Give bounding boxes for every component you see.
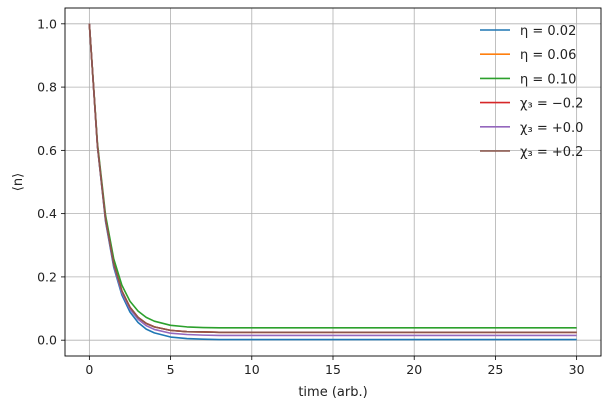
- axis-ticks: 0 5 10 15 20 25 30 0.0 0.2 0.4 0.6 0.8 1.0: [37, 16, 585, 377]
- y-tick-label: 0.6: [37, 143, 57, 158]
- y-tick-label: 1.0: [37, 16, 57, 31]
- legend-label-5: χ₃ = +0.2: [520, 145, 583, 160]
- x-tick-label: 15: [325, 362, 341, 377]
- x-tick-label: 10: [244, 362, 260, 377]
- y-tick-label: 0.0: [37, 333, 57, 348]
- series-line-5: [88, 23, 577, 334]
- y-axis-label: ⟨n⟩: [11, 173, 26, 191]
- x-tick-label: 25: [487, 362, 503, 377]
- legend-label-4: χ₃ = +0.0: [520, 121, 583, 136]
- x-tick-label: 20: [406, 362, 422, 377]
- series-line-2: [88, 23, 577, 329]
- y-tick-label: 0.2: [37, 269, 57, 284]
- series-lines: [88, 23, 577, 341]
- x-tick-label: 5: [167, 362, 175, 377]
- grid-lines: [65, 8, 601, 356]
- y-tick-label: 0.8: [37, 80, 57, 95]
- x-axis-label: time (arb.): [298, 385, 367, 400]
- x-tick-label: 0: [85, 362, 93, 377]
- y-tick-label: 0.4: [37, 206, 57, 221]
- legend-label-0: η = 0.02: [520, 24, 576, 39]
- x-tick-label: 30: [569, 362, 585, 377]
- legend-label-2: η = 0.10: [520, 72, 576, 87]
- legend: η = 0.02 η = 0.06 η = 0.10 χ₃ = −0.2 χ₃ = +0…: [480, 24, 583, 160]
- legend-label-3: χ₃ = −0.2: [520, 97, 583, 112]
- legend-label-1: η = 0.06: [520, 48, 576, 63]
